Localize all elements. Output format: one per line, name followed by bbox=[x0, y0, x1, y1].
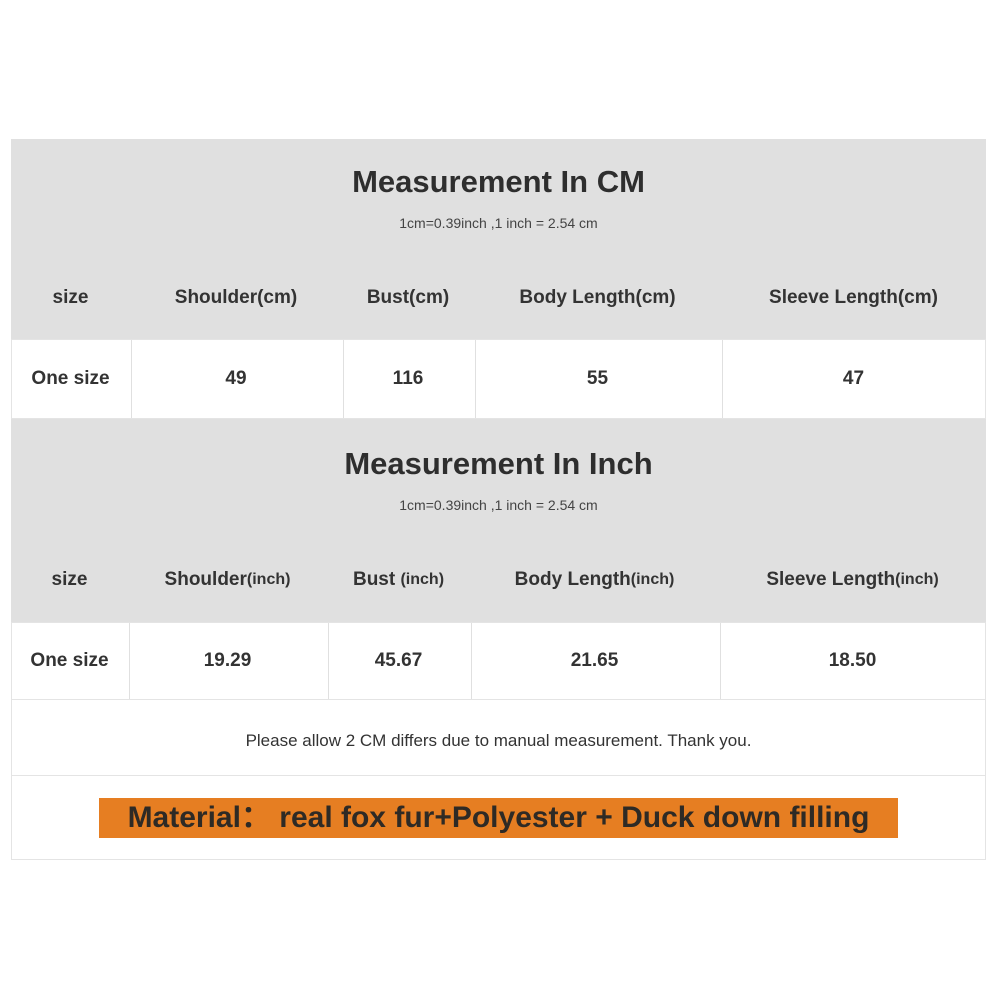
cm-header-size: size bbox=[52, 287, 89, 308]
inch-header-block bbox=[11, 419, 986, 622]
cm-header-sleeve-length: Sleeve Length(cm) bbox=[769, 287, 938, 308]
header-label: Sleeve Length bbox=[766, 569, 896, 590]
header-unit: (inch) bbox=[895, 571, 939, 588]
inch-cell-bust: 45.67 bbox=[374, 650, 423, 671]
header-unit: (inch) bbox=[630, 571, 675, 588]
note-row bbox=[11, 699, 986, 776]
inch-header-sleeve-length: Sleeve Length (inch) bbox=[719, 562, 986, 598]
cm-title: Measurement In CM bbox=[352, 164, 645, 199]
inch-cell-shoulder: 19.29 bbox=[203, 650, 252, 671]
header-label: Body Length bbox=[514, 569, 631, 590]
cm-header-bust: Bust(cm) bbox=[366, 287, 450, 308]
cm-cell-shoulder: 49 bbox=[225, 368, 247, 389]
cm-cell-body-length: 55 bbox=[586, 368, 609, 389]
header-label: Bust bbox=[352, 569, 401, 590]
cm-cell-bust: 116 bbox=[392, 368, 424, 389]
measurement-note: Please allow 2 CM differs due to manual … bbox=[245, 731, 752, 750]
cm-header-block bbox=[11, 139, 986, 339]
cm-header-shoulder: Shoulder(cm) bbox=[174, 287, 298, 308]
header-label: Shoulder bbox=[164, 569, 247, 590]
inch-cell-sleeve-length: 18.50 bbox=[828, 650, 877, 671]
inch-conversion: 1cm=0.39inch ,1 inch = 2.54 cm bbox=[399, 497, 598, 513]
cm-data-row bbox=[11, 339, 986, 419]
header-unit: (inch) bbox=[246, 571, 291, 588]
inch-header-bust: Bust (inch) bbox=[327, 562, 470, 598]
header-label: size bbox=[51, 569, 88, 590]
inch-cell-size: One size bbox=[30, 650, 109, 671]
inch-header-body-length: Body Length (inch) bbox=[470, 562, 719, 598]
inch-cell-body-length: 21.65 bbox=[570, 650, 619, 671]
header-unit: (inch) bbox=[400, 571, 445, 588]
cm-cell-size: One size bbox=[31, 368, 110, 389]
cm-header-body-length: Body Length(cm) bbox=[519, 287, 676, 308]
inch-header-shoulder: Shoulder (inch) bbox=[128, 562, 327, 598]
inch-data-row bbox=[11, 622, 986, 700]
inch-header-size: size bbox=[11, 562, 128, 598]
inch-title: Measurement In Inch bbox=[344, 446, 653, 481]
cm-conversion: 1cm=0.39inch ,1 inch = 2.54 cm bbox=[399, 215, 598, 231]
cm-cell-sleeve-length: 47 bbox=[842, 368, 865, 389]
material-text: Material： real fox fur+Polyester + Duck … bbox=[99, 798, 898, 838]
